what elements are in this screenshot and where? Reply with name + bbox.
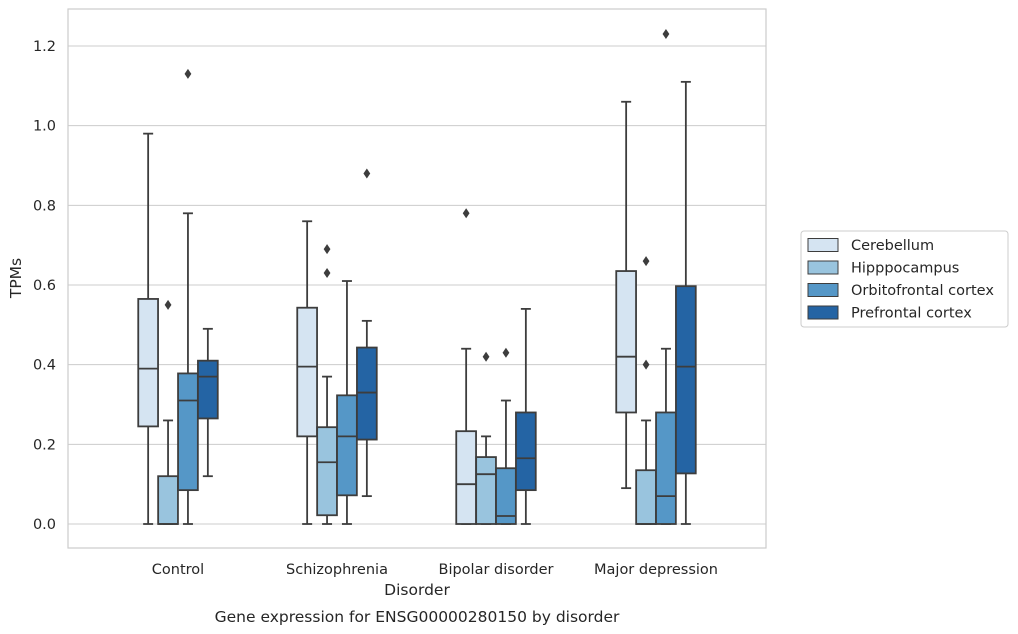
y-tick-label: 0.8 xyxy=(33,198,56,214)
legend-label: Orbitofrontal cortex xyxy=(851,283,994,299)
outlier-point xyxy=(642,256,650,267)
x-axis-title: Disorder xyxy=(384,581,450,599)
box-orbitofrontal-cortex xyxy=(177,68,199,525)
chart-caption: Gene expression for ENSG00000280150 by d… xyxy=(215,608,620,626)
x-tick-labels: Control Schizophrenia Bipolar disorder Majo… xyxy=(152,562,718,578)
legend-swatch xyxy=(807,260,839,275)
legend-label: Cerebellum xyxy=(851,238,934,254)
iqr-box xyxy=(495,467,517,525)
iqr-box xyxy=(137,298,159,428)
box-orbitofrontal-cortex xyxy=(655,29,677,525)
y-tick-labels: 0.0 0.2 0.4 0.6 0.8 1.0 1.2 xyxy=(33,39,56,533)
box-orbitofrontal-cortex xyxy=(495,347,517,525)
y-tick-label: 0.6 xyxy=(33,278,56,294)
y-tick-label: 0.2 xyxy=(33,437,56,453)
iqr-box xyxy=(515,411,537,492)
iqr-box xyxy=(177,372,199,492)
outlier-point xyxy=(502,347,510,358)
box-cerebellum xyxy=(455,208,477,525)
box-hipppocampus xyxy=(316,244,338,525)
x-tick-label: Schizophrenia xyxy=(286,562,388,578)
box-hipppocampus xyxy=(635,256,657,525)
box-prefrontal-cortex xyxy=(356,168,378,498)
iqr-box xyxy=(157,475,179,525)
box-cerebellum xyxy=(615,100,637,490)
iqr-box xyxy=(197,359,219,420)
iqr-box xyxy=(615,270,637,414)
outlier-point xyxy=(323,244,331,255)
iqr-box xyxy=(316,426,338,517)
box-hipppocampus xyxy=(475,351,497,525)
iqr-box xyxy=(336,394,358,497)
y-tick-label: 0.4 xyxy=(33,358,56,374)
box-orbitofrontal-cortex xyxy=(336,280,358,525)
x-tick-label: Control xyxy=(152,562,204,578)
iqr-box xyxy=(296,306,318,438)
legend-swatch xyxy=(807,305,839,320)
box-hipppocampus xyxy=(157,299,179,525)
outlier-point xyxy=(164,299,172,310)
x-tick-label: Bipolar disorder xyxy=(439,562,554,578)
legend-label: Hipppocampus xyxy=(851,261,959,277)
box-cerebellum xyxy=(137,132,159,525)
box-prefrontal-cortex xyxy=(197,327,219,478)
outlier-point xyxy=(184,68,192,79)
legend-swatch xyxy=(807,283,839,297)
iqr-box xyxy=(635,469,657,525)
box-prefrontal-cortex xyxy=(515,307,537,525)
iqr-box xyxy=(475,456,497,525)
y-axis-title: TPMs xyxy=(7,258,25,299)
outlier-point xyxy=(642,359,650,370)
x-tick-label: Major depression xyxy=(594,562,718,578)
outlier-point xyxy=(662,29,670,40)
box-prefrontal-cortex xyxy=(675,80,697,525)
outlier-point xyxy=(462,208,470,219)
box-cerebellum xyxy=(296,220,318,525)
y-tick-label: 1.2 xyxy=(33,39,56,55)
iqr-box xyxy=(356,346,378,441)
legend-swatch xyxy=(807,238,839,252)
iqr-box xyxy=(455,430,477,525)
outlier-point xyxy=(363,168,371,179)
legend-label: Prefrontal cortex xyxy=(851,306,972,322)
plot-area-frame xyxy=(67,8,767,549)
outlier-point xyxy=(482,351,490,362)
legend-frame xyxy=(800,230,1009,328)
legend: Cerebellum Hipppocampus Orbitofrontal cort… xyxy=(800,230,1009,328)
box-marks xyxy=(137,29,697,525)
iqr-box xyxy=(655,411,677,525)
outlier-point xyxy=(323,268,331,279)
y-tick-label: 1.0 xyxy=(33,119,56,135)
y-tick-label: 0.0 xyxy=(33,517,56,533)
iqr-box xyxy=(675,285,697,475)
